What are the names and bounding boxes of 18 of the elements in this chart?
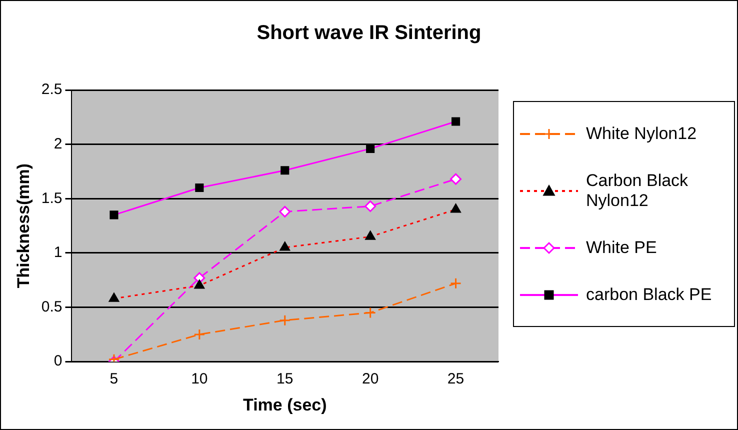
y-tick-label: 1.5 — [41, 190, 62, 207]
legend-label: Carbon Black Nylon12 — [586, 170, 690, 210]
y-tick-label: 0.5 — [41, 298, 62, 316]
y-tick-label: 1 — [54, 244, 62, 262]
y-tick-label: 2.5 — [41, 81, 62, 98]
chart-title: Short wave IR Sintering — [256, 22, 482, 45]
x-tick-label: 25 — [447, 370, 464, 388]
y-tick-label: 0 — [54, 352, 62, 370]
x-tick-label: 15 — [276, 370, 294, 388]
legend-label: White PE — [586, 238, 657, 258]
x-tick-label: 20 — [362, 370, 379, 388]
y-axis-title: Thickness(mm) — [14, 163, 33, 288]
legend-label: White Nylon12 — [586, 124, 697, 144]
legend-label: carbon Black PE — [586, 284, 712, 304]
x-axis-title: Time (sec) — [242, 395, 327, 414]
x-tick-label: 10 — [191, 370, 208, 388]
y-tick-label: 2 — [54, 135, 62, 152]
x-tick-label: 5 — [110, 370, 118, 388]
